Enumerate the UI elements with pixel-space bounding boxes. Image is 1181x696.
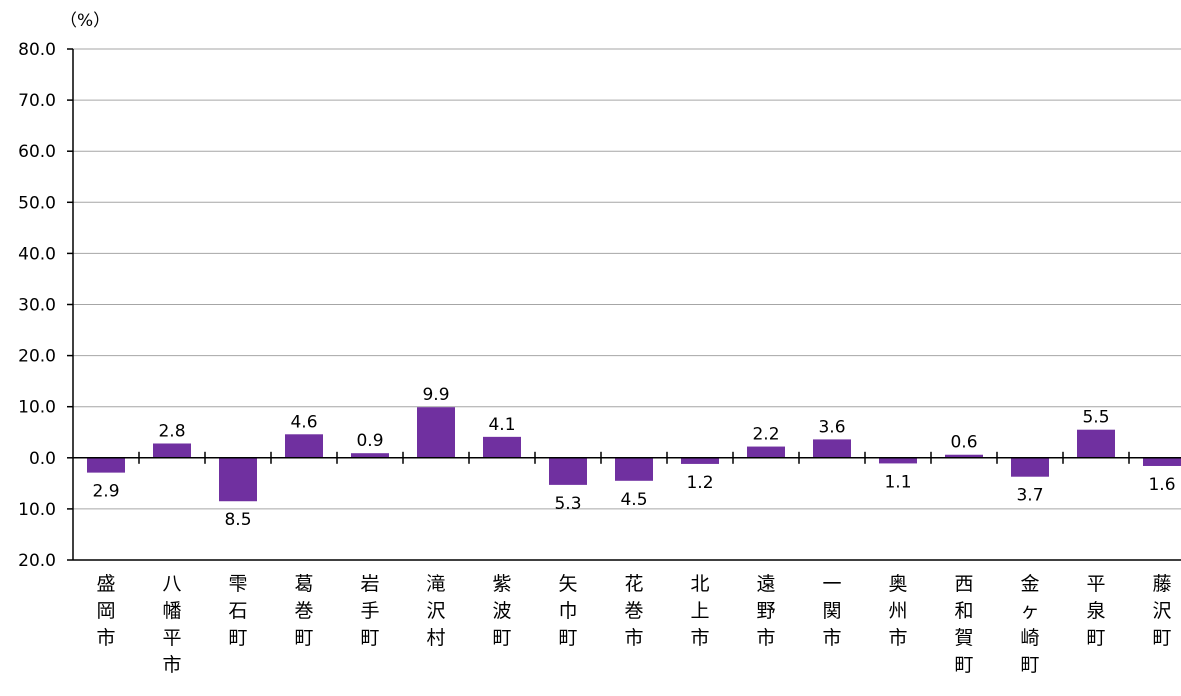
data-label: 2.9	[92, 482, 119, 502]
y-unit-label: （%）	[60, 11, 110, 31]
bar	[351, 453, 389, 458]
bar	[615, 457, 653, 481]
data-label: 0.6	[950, 433, 977, 453]
data-label: 2.8	[158, 421, 185, 441]
bar	[87, 457, 125, 473]
data-label: 1.1	[884, 472, 911, 492]
category-label: 盛岡市	[96, 573, 115, 649]
category-label: 一関市	[822, 573, 841, 649]
bar	[153, 443, 191, 458]
bar	[219, 457, 257, 502]
category-label: 藤沢町	[1152, 573, 1171, 649]
data-label: 2.2	[752, 425, 779, 445]
bar	[681, 457, 719, 464]
y-tick-label: 20.0	[18, 551, 56, 571]
y-tick-label: 60.0	[18, 142, 56, 162]
category-label: 紫波町	[492, 573, 511, 649]
y-tick-label: 10.0	[18, 398, 56, 418]
data-label: 4.5	[620, 490, 647, 510]
y-tick-labels: 80.0 70.0 60.0 50.0 40.0 30.0 20.0 10.0 0.0 10.0 2…	[18, 40, 56, 571]
category-label: 滝沢村	[426, 573, 445, 649]
category-label: 雫石町	[228, 573, 247, 649]
bars	[87, 407, 1181, 502]
y-tick-label: 80.0	[18, 40, 56, 60]
data-labels: 2.9 2.8 8.5 4.6 0.9 9.9 4.1 5.3 4.5 1.2 2.2 3.6 1.1 0…	[92, 385, 1175, 530]
data-label: 3.7	[1016, 486, 1043, 506]
data-label: 9.9	[422, 385, 449, 405]
category-label: 花巻市	[624, 573, 643, 649]
data-label: 1.6	[1148, 475, 1175, 495]
bar	[813, 439, 851, 458]
data-label: 8.5	[224, 510, 251, 530]
bar	[1077, 429, 1115, 458]
category-label: 遠野市	[756, 573, 775, 649]
category-labels: 盛岡市 八幡平市 雫石町 葛巻町 岩手町 滝沢村 紫波町 矢巾町 花巻市 北上市 遠野市 一関市 奥州市…	[96, 573, 1171, 676]
gridlines	[73, 48, 1181, 510]
bar	[285, 434, 323, 458]
bar	[945, 454, 983, 458]
bar	[879, 457, 917, 464]
y-tick-label: 20.0	[18, 347, 56, 367]
axes	[67, 48, 1181, 561]
bar	[1011, 457, 1049, 477]
category-label: 北上市	[690, 573, 709, 649]
bar	[747, 446, 785, 458]
y-tick-label: 0.0	[29, 449, 56, 469]
bar	[483, 436, 521, 458]
data-label: 5.5	[1082, 408, 1109, 428]
category-label: 葛巻町	[294, 573, 313, 649]
bar	[1143, 457, 1181, 466]
y-tick-label: 70.0	[18, 91, 56, 111]
category-label: 奥州市	[888, 573, 907, 649]
bar	[549, 457, 587, 485]
category-label: 岩手町	[360, 573, 379, 649]
data-label: 4.6	[290, 412, 317, 432]
category-label: 平泉町	[1086, 573, 1105, 649]
y-tick-label: 50.0	[18, 193, 56, 213]
data-label: 3.6	[818, 417, 845, 437]
y-tick-label: 10.0	[18, 500, 56, 520]
category-label: 八幡平市	[162, 573, 181, 676]
data-label: 0.9	[356, 431, 383, 451]
category-label: 矢巾町	[558, 573, 577, 649]
y-tick-label: 40.0	[18, 244, 56, 264]
bar	[417, 407, 455, 458]
data-label: 1.2	[686, 473, 713, 493]
data-label: 4.1	[488, 415, 515, 435]
category-label: 金ヶ崎町	[1020, 573, 1039, 676]
y-tick-label: 30.0	[18, 296, 56, 316]
category-label: 西和賀町	[954, 573, 973, 676]
data-label: 5.3	[554, 494, 581, 514]
